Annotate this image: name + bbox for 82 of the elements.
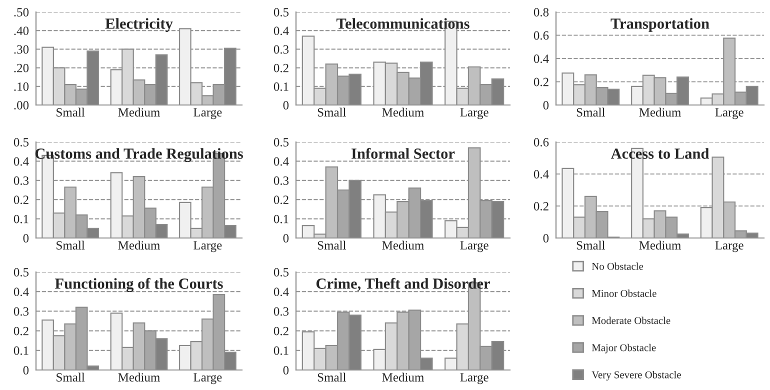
y-tick-label: 0.5 (274, 138, 289, 147)
y-tick-label: 0.4 (274, 26, 289, 36)
y-tick-label: 0 (283, 234, 289, 242)
x-tick-label: Small (56, 372, 85, 382)
y-tick-label: 0.2 (274, 196, 288, 204)
x-tick-label: Large (194, 373, 222, 384)
y-tick-label: 0.1 (274, 346, 288, 355)
y-tick-label: .10 (14, 82, 29, 91)
x-tick-label: Medium (118, 108, 160, 117)
legend-label: No Obstacle (592, 262, 644, 270)
x-tick-label: Medium (382, 240, 424, 250)
x-tick-label: Small (318, 372, 346, 382)
x-tick-label: Large (460, 373, 488, 384)
x-tick-label: Large (715, 108, 744, 120)
x-tick-label: Small (56, 240, 85, 250)
y-tick-label: 0.2 (14, 326, 28, 336)
x-tick-label: Small (56, 108, 85, 117)
chart-title: Informal Sector (352, 148, 455, 159)
chart-title: Functioning of the Courts (55, 278, 223, 292)
chart-title: Electricity (105, 18, 173, 32)
y-tick-label: 0.3 (274, 176, 289, 185)
y-tick-label: 0.2 (274, 326, 288, 336)
chart-title: Telecommunications (336, 18, 470, 29)
y-tick-label: 0.4 (274, 157, 289, 166)
y-tick-label: 0.4 (534, 170, 549, 179)
legend-label: Major Obstacle (592, 344, 656, 354)
x-tick-label: Small (318, 108, 346, 117)
y-tick-label: 0.2 (274, 64, 288, 72)
x-tick-label: Medium (118, 372, 160, 382)
y-tick-label: 0.1 (274, 214, 288, 224)
y-tick-label: 0.6 (534, 138, 549, 147)
y-tick-label: 0.3 (14, 176, 29, 185)
x-tick-label: Large (460, 108, 488, 120)
y-tick-label: 0 (543, 234, 549, 242)
y-tick-label: 0.1 (14, 214, 28, 224)
x-tick-label: Medium (639, 240, 681, 250)
legend-label: Very Severe Obstacle (592, 370, 681, 380)
y-tick-label: 0.2 (534, 202, 548, 211)
y-tick-label: 0.1 (14, 346, 28, 355)
x-tick-label: Medium (639, 108, 681, 117)
x-tick-label: Large (194, 241, 222, 252)
chart-title: Access to Land (610, 148, 710, 159)
y-tick-label: 0 (543, 101, 549, 110)
y-tick-label: 0.3 (274, 45, 289, 54)
y-tick-label: 0.5 (274, 8, 289, 17)
y-tick-label: .00 (14, 101, 29, 110)
y-tick-label: 0.4 (14, 288, 29, 296)
y-tick-label: 0.4 (14, 157, 29, 166)
chart-title: Crime, Theft and Disorder (316, 278, 490, 292)
y-tick-label: 0.4 (274, 288, 289, 296)
x-tick-label: Medium (382, 108, 424, 117)
y-tick-label: 0.5 (274, 268, 289, 277)
y-tick-label: .40 (14, 26, 29, 36)
y-tick-label: 0 (283, 366, 289, 374)
y-tick-label: 0.2 (14, 196, 28, 204)
y-tick-label: 0.2 (534, 78, 548, 86)
x-tick-label: Medium (118, 240, 160, 250)
y-tick-label: 0.1 (274, 82, 288, 91)
y-tick-label: 0.8 (534, 8, 549, 17)
y-tick-label: .50 (14, 8, 29, 17)
y-tick-label: 0 (23, 366, 29, 374)
x-tick-label: Large (194, 108, 222, 120)
x-tick-label: Large (715, 241, 744, 252)
y-tick-label: 0 (23, 234, 29, 242)
y-tick-label: 0.3 (14, 307, 29, 316)
y-tick-label: 0.5 (14, 138, 29, 147)
y-tick-label: 0.3 (274, 307, 289, 316)
x-tick-label: Small (576, 240, 605, 250)
y-tick-label: .30 (14, 45, 29, 54)
chart-title: Customs and Trade Regulations (35, 148, 243, 162)
y-tick-label: 0 (283, 101, 289, 110)
y-tick-label: .20 (14, 64, 29, 72)
y-tick-label: 0.5 (14, 268, 29, 277)
legend-label: Minor Obstacle (592, 290, 656, 297)
x-tick-label: Small (318, 240, 346, 250)
y-tick-label: 0.6 (534, 31, 549, 40)
x-tick-label: Medium (382, 372, 424, 382)
x-tick-label: Large (460, 241, 488, 252)
chart-title: Transportation (610, 18, 710, 32)
x-tick-label: Small (576, 108, 605, 117)
y-tick-label: 0.4 (534, 54, 549, 64)
legend-label: Moderate Obstacle (592, 316, 670, 324)
